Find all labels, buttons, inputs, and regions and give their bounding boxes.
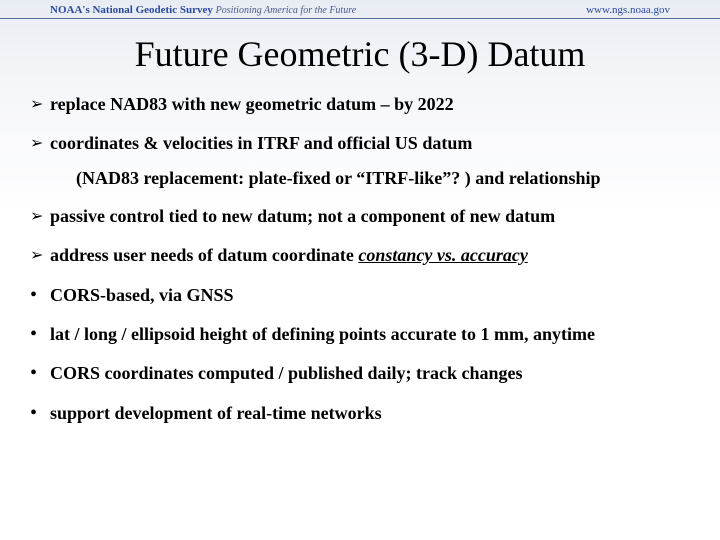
sub-bullet-text: (NAD83 replacement: plate-fixed or “ITRF… [76,168,696,189]
circle-icon: • [30,362,50,383]
bullet-item: • lat / long / ellipsoid height of defin… [30,323,696,346]
bullet-text: lat / long / ellipsoid height of definin… [50,323,595,346]
org-tagline: Positioning America for the Future [216,5,357,16]
slide-title: Future Geometric (3-D) Datum [0,33,720,75]
bullet-item: ➢ passive control tied to new datum; not… [30,205,696,228]
arrow-icon: ➢ [30,132,50,155]
bullet-item: ➢ address user needs of datum coordinate… [30,244,696,267]
bullet-item: • CORS coordinates computed / published … [30,362,696,385]
bullet-item: ➢ coordinates & velocities in ITRF and o… [30,132,696,155]
bullet-item: • CORS-based, via GNSS [30,284,696,307]
arrow-icon: ➢ [30,244,50,267]
bullet-text: coordinates & velocities in ITRF and off… [50,132,472,155]
bullet-text: support development of real-time network… [50,402,382,425]
header-bar: NOAA's National Geodetic Survey Position… [0,0,720,19]
bullet-text: CORS coordinates computed / published da… [50,362,523,385]
arrow-icon: ➢ [30,205,50,228]
org-name: National Geodetic Survey [92,4,212,16]
circle-icon: • [30,323,50,344]
header-url: www.ngs.noaa.gov [586,4,670,16]
bullet-text: address user needs of datum coordinate c… [50,244,528,267]
bullet-em: constancy vs. accuracy [358,245,527,265]
circle-icon: • [30,284,50,305]
circle-icon: • [30,402,50,423]
org-prefix: NOAA's [50,4,90,16]
bullet-item: • support development of real-time netwo… [30,402,696,425]
slide-content: ➢ replace NAD83 with new geometric datum… [0,93,720,425]
bullet-text: CORS-based, via GNSS [50,284,234,307]
bullet-text: replace NAD83 with new geometric datum –… [50,93,454,116]
bullet-item: ➢ replace NAD83 with new geometric datum… [30,93,696,116]
bullet-text: passive control tied to new datum; not a… [50,205,555,228]
header-org: NOAA's National Geodetic Survey Position… [50,4,356,16]
arrow-icon: ➢ [30,93,50,116]
bullet-pre: address user needs of datum coordinate [50,245,358,265]
